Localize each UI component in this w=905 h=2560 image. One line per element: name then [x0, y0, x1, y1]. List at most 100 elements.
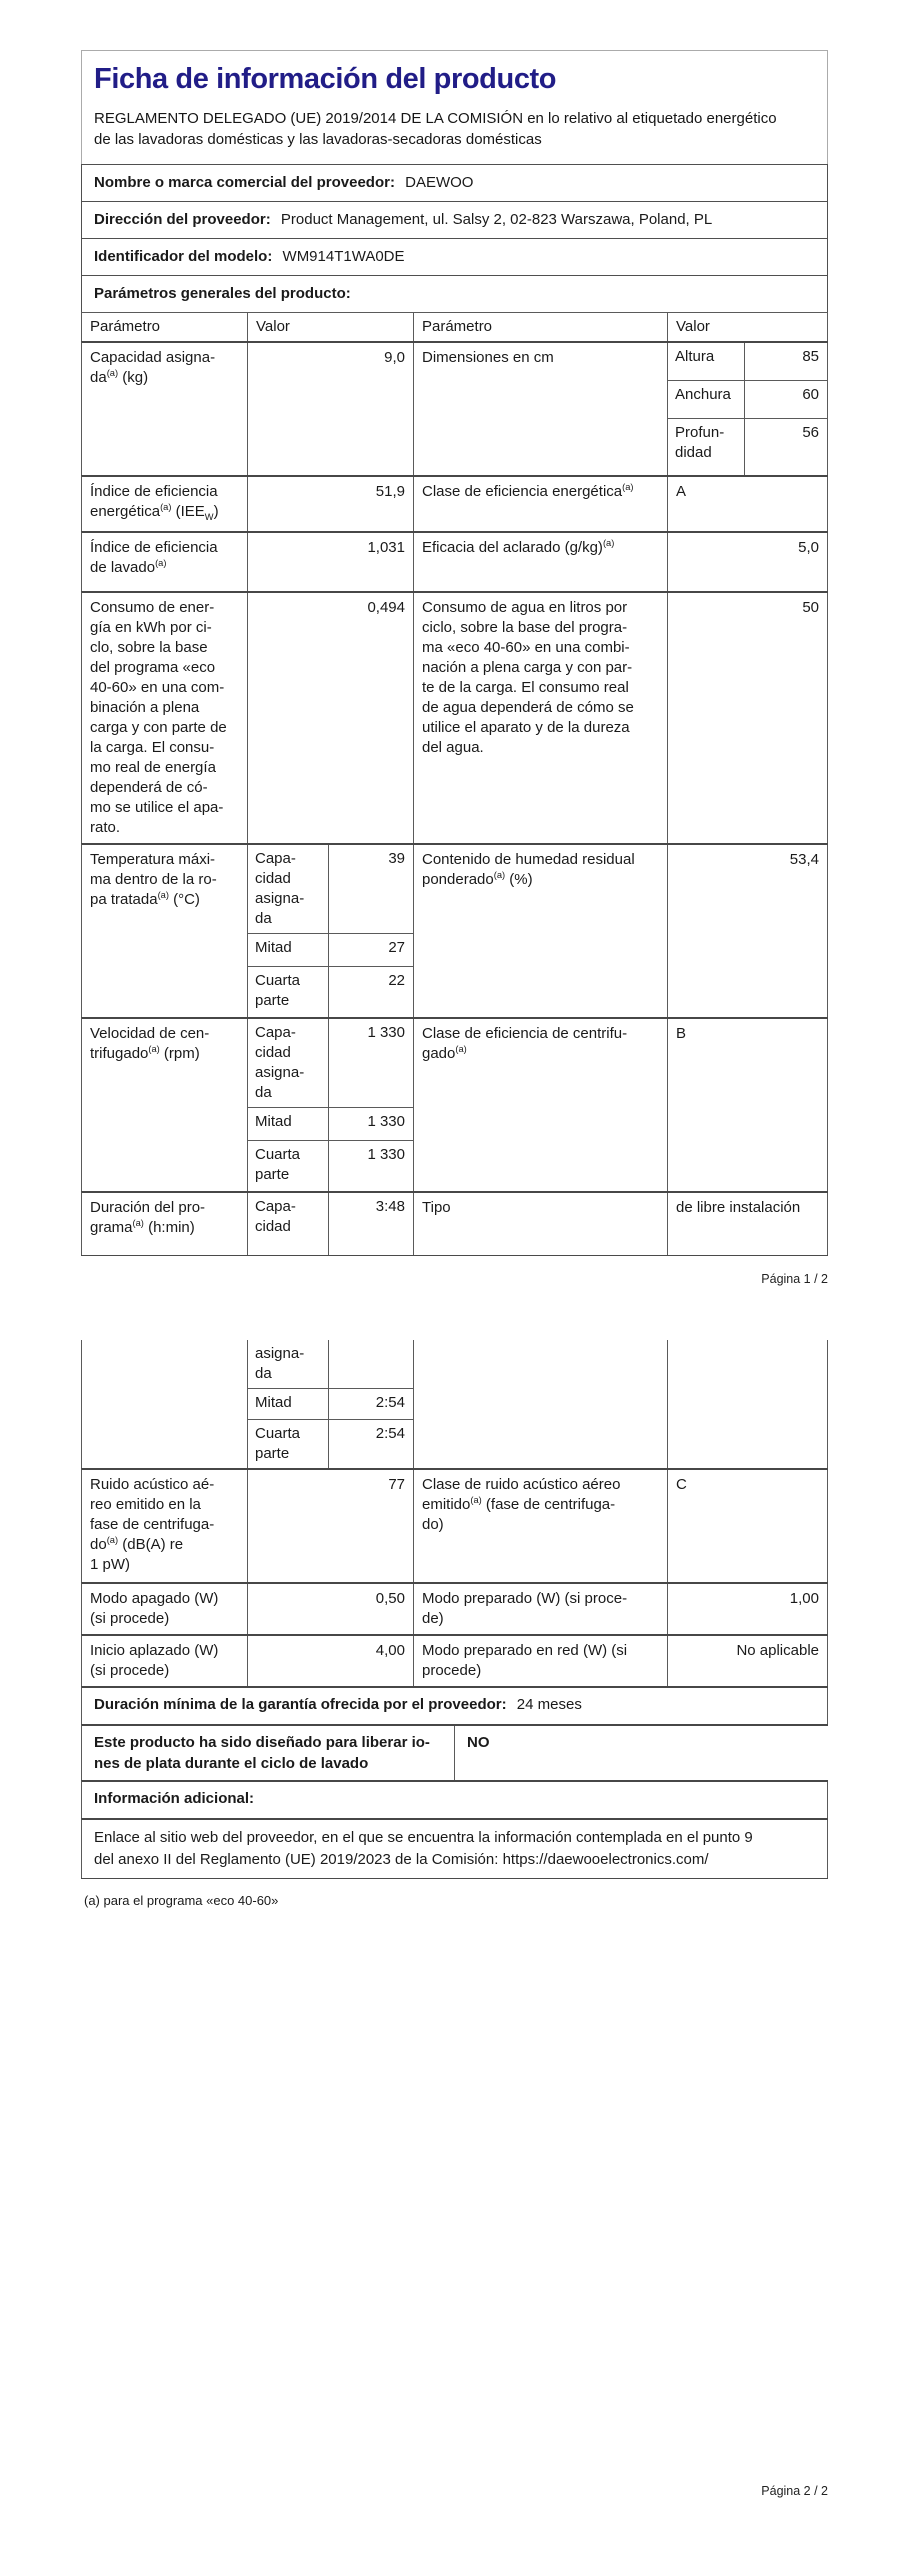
table-row-warranty: Duración mínima de la garantía ofrecida …: [81, 1686, 828, 1724]
table-row-website-link: Enlace al sitio web del proveedor, en el…: [81, 1818, 828, 1878]
page2-footer: Página 2 / 2: [761, 2484, 828, 2498]
parameters-table-page1: Parámetro Valor Parámetro Valor Capacida…: [81, 312, 828, 1256]
value-type: de libre instalación: [668, 1193, 828, 1255]
temperature-row-rated: Capa-cidad asigna-da 39: [248, 845, 413, 933]
temperature-value-rated: 39: [388, 850, 405, 867]
footnote-eco-program: (a) para el programa «eco 40-60»: [84, 1893, 279, 1908]
header-value2: Valor: [668, 313, 828, 341]
temperature-label-quarter: Cuarta parte: [248, 967, 329, 1017]
value-eei: 51,9: [248, 477, 414, 531]
dimensions-subtable: Altura 85 Anchura 60 Profun-didad 56: [668, 343, 828, 475]
spin-row-rated: Capa-cidad asigna-da 1 330: [248, 1019, 413, 1107]
header-value1: Valor: [248, 313, 414, 341]
duration-label-rated-part2: asigna-da: [248, 1340, 329, 1388]
param-water-consumption: Consumo de agua en litros por ciclo, sobr…: [414, 593, 668, 843]
param-washing-index: Índice de eficiencia de lavado(a): [82, 533, 248, 591]
value-delayed-start: 4,00: [248, 1636, 414, 1686]
model-id-row: Identificador del modelo: WM914T1WA0DE: [81, 238, 828, 276]
dimension-row-depth: Profun-didad 56: [668, 418, 827, 475]
page1-footer: Página 1 / 2: [761, 1272, 828, 1286]
warranty-cell: Duración mínima de la garantía ofrecida …: [82, 1688, 828, 1724]
duration-value-quarter: 2:54: [375, 1425, 405, 1442]
spin-value-quarter: 1 330: [367, 1146, 405, 1163]
silver-ions-value: NO: [467, 1734, 490, 1751]
param-off-mode: Modo apagado (W) (si procede): [82, 1584, 248, 1634]
duration-subtable-page2: asigna-da Mitad 2:54 Cuarta parte 2:54: [248, 1340, 414, 1468]
param-capacity: Capacidad asigna-da(a) (kg): [82, 343, 248, 475]
warranty-label: Duración mínima de la garantía ofrecida …: [94, 1696, 507, 1713]
value-capacity: 9,0: [248, 343, 414, 475]
duration-value-half: 2:54: [375, 1394, 405, 1411]
silver-ions-label: Este producto ha sido diseñado para libe…: [82, 1726, 455, 1780]
table-row-washing-index: Índice de eficiencia de lavado(a) 1,031 E…: [81, 531, 828, 591]
model-id-label: Identificador del modelo:: [94, 248, 273, 265]
table-row-temperature: Temperatura máxi-ma dentro de la ro-pa t…: [81, 843, 828, 1017]
temperature-value-half: 27: [388, 939, 405, 956]
duration-label-half: Mitad: [248, 1389, 329, 1419]
param-type: Tipo: [414, 1193, 668, 1255]
dimension-label-depth: Profun-didad: [668, 419, 745, 475]
temperature-row-half: Mitad 27: [248, 933, 413, 966]
dimension-value-width: 60: [802, 386, 819, 403]
spin-subtable: Capa-cidad asigna-da 1 330 Mitad 1 330 Cu…: [248, 1019, 414, 1191]
table-row-silver-ions: Este producto ha sido diseñado para libe…: [81, 1724, 828, 1780]
table-row-spin: Velocidad de cen-trifugado(a) (rpm) Capa…: [81, 1017, 828, 1191]
spin-row-half: Mitad 1 330: [248, 1107, 413, 1140]
dimension-value-depth: 56: [802, 424, 819, 441]
supplier-name-label: Nombre o marca comercial del proveedor:: [94, 174, 395, 191]
table-row-eei: Índice de eficiencia energética(a) (IEEW)…: [81, 475, 828, 531]
value-washing-index: 1,031: [248, 533, 414, 591]
spin-label-rated: Capa-cidad asigna-da: [248, 1019, 329, 1107]
header-param1: Parámetro: [82, 313, 248, 341]
value-water-consumption: 50: [668, 593, 828, 843]
additional-info-label: Información adicional:: [82, 1782, 828, 1818]
param-max-temperature: Temperatura máxi-ma dentro de la ro-pa t…: [82, 845, 248, 1017]
value-off-mode: 0,50: [248, 1584, 414, 1634]
duration-label-rated-part1: Capa-cidad: [248, 1193, 329, 1255]
table-header-row: Parámetro Valor Parámetro Valor: [81, 312, 828, 341]
product-fiche-document: Ficha de información del producto REGLAM…: [81, 50, 828, 2498]
supplier-address-label: Dirección del proveedor:: [94, 211, 271, 228]
duration-subtable-page1: Capa-cidad 3:48: [248, 1193, 414, 1255]
supplier-name-row: Nombre o marca comercial del proveedor: …: [81, 164, 828, 202]
temperature-label-rated: Capa-cidad asigna-da: [248, 845, 329, 933]
table-row-capacity: Capacidad asigna-da(a) (kg) 9,0 Dimensio…: [81, 341, 828, 475]
empty-cell: [668, 1340, 828, 1468]
duration-value-rated-part2: [329, 1340, 413, 1388]
regulation-subtitle: REGLAMENTO DELEGADO (UE) 2019/2014 DE LA…: [94, 110, 777, 148]
param-networked-standby: Modo preparado en red (W) (si procede): [414, 1636, 668, 1686]
param-residual-moisture: Contenido de humedad residual ponderado(a…: [414, 845, 668, 1017]
param-empty-continuation: [82, 1340, 248, 1468]
table-row-additional-info: Información adicional:: [81, 1780, 828, 1818]
empty-cell: [414, 1340, 668, 1468]
dimension-label-height: Altura: [668, 343, 745, 380]
param-rinsing: Eficacia del aclarado (g/kg)(a): [414, 533, 668, 591]
general-params-row: Parámetros generales del producto:: [81, 275, 828, 313]
temperature-subtable: Capa-cidad asigna-da 39 Mitad 27 Cuarta pa…: [248, 845, 414, 1017]
temperature-label-half: Mitad: [248, 934, 329, 966]
page-title: Ficha de información del producto: [94, 63, 557, 95]
spin-label-half: Mitad: [248, 1108, 329, 1140]
spin-value-half: 1 330: [367, 1113, 405, 1130]
supplier-name-value: DAEWOO: [405, 174, 474, 191]
value-energy-class: A: [668, 477, 828, 531]
duration-row-rated-part2: asigna-da: [248, 1340, 413, 1388]
header-param2: Parámetro: [414, 313, 668, 341]
table-row-off-mode: Modo apagado (W) (si procede) 0,50 Modo p…: [81, 1582, 828, 1634]
value-noise-class: C: [668, 1470, 828, 1582]
param-standby-mode: Modo preparado (W) (si proce-de): [414, 1584, 668, 1634]
value-networked-standby: No aplicable: [668, 1636, 828, 1686]
spin-row-quarter: Cuarta parte 1 330: [248, 1140, 413, 1191]
value-standby-mode: 1,00: [668, 1584, 828, 1634]
param-energy-class: Clase de eficiencia energética(a): [414, 477, 668, 531]
parameters-table-page2: asigna-da Mitad 2:54 Cuarta parte 2:54 Ru…: [81, 1340, 828, 1879]
value-residual-moisture: 53,4: [668, 845, 828, 1017]
duration-row-half: Mitad 2:54: [248, 1388, 413, 1419]
model-id-value: WM914T1WA0DE: [282, 248, 405, 265]
param-program-duration: Duración del pro-grama(a) (h:min): [82, 1193, 248, 1255]
website-link-text: Enlace al sitio web del proveedor, en el…: [82, 1820, 828, 1878]
duration-value-rated: 3:48: [375, 1198, 405, 1215]
param-eei: Índice de eficiencia energética(a) (IEEW): [82, 477, 248, 531]
table-row-energy: Consumo de ener-gía en kWh por ci-clo, s…: [81, 591, 828, 843]
param-noise: Ruido acústico aé-reo emitido en la fase …: [82, 1470, 248, 1582]
